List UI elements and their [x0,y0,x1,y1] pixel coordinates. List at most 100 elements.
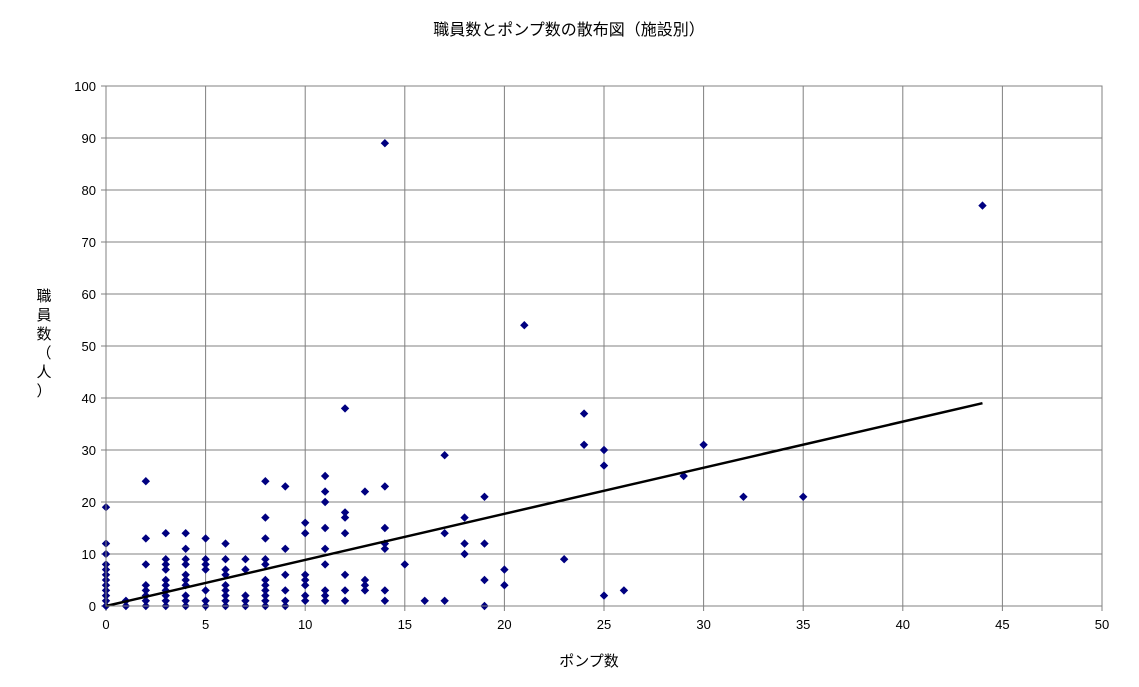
data-point [978,201,987,210]
data-point [261,560,270,569]
data-point [320,586,330,595]
data-point [400,560,409,569]
data-point [520,321,529,330]
y-tick-label: 10 [82,547,96,562]
x-axis-ticks: 0 5 10 15 20 25 30 35 40 45 50 [102,606,1109,632]
data-point [340,596,350,605]
data-point [141,534,151,543]
data-point [380,596,390,605]
data-point [181,544,190,553]
data-point [261,591,270,600]
data-point [320,497,330,507]
data-point [380,139,390,148]
data-point [340,513,350,522]
data-point [460,539,469,548]
data-point [340,508,350,517]
y-axis-label-char: 職 [36,287,51,305]
x-tick-label: 40 [896,617,910,632]
data-point [261,513,270,522]
data-point [320,596,330,605]
data-point [261,596,270,605]
data-points [101,139,987,611]
x-axis-label: ポンプ数 [559,652,619,670]
data-point [161,596,170,605]
data-point [181,555,190,564]
data-point [261,575,270,585]
data-point [241,555,250,564]
x-tick-label: 0 [102,617,109,632]
x-tick-label: 20 [497,617,511,632]
data-point [201,586,210,595]
data-point [241,591,250,600]
data-point [281,586,290,595]
data-point [420,596,429,605]
data-point [221,570,230,579]
data-point [301,596,310,605]
y-tick-label: 0 [89,599,96,614]
data-point [599,461,609,470]
data-point [500,565,509,574]
data-point [221,555,230,564]
data-point [201,534,210,543]
data-point [699,440,708,449]
data-point [281,482,290,491]
y-axis-label-char: 数 [36,325,51,343]
data-point [181,581,190,590]
data-point [161,575,170,585]
data-point [181,560,190,569]
y-axis-label-char: ） [36,382,51,400]
data-point [340,404,350,413]
data-point [579,440,589,449]
data-point [261,586,270,595]
data-point [360,586,370,595]
data-point [201,565,210,574]
data-point [500,581,509,590]
y-axis-label-char: 人 [36,363,51,381]
data-point [201,555,210,564]
data-point [141,581,151,590]
x-tick-label: 10 [298,617,312,632]
data-point [221,565,230,574]
data-point [161,529,170,538]
data-point [360,575,370,585]
data-point [440,529,449,538]
data-point [480,539,489,548]
y-axis-label-char: 員 [36,306,51,324]
data-point [281,596,290,605]
y-tick-label: 30 [82,443,96,458]
data-point [440,451,449,460]
y-tick-label: 40 [82,391,96,406]
data-point [480,492,489,501]
x-tick-label: 45 [995,617,1009,632]
data-point [181,596,190,605]
data-point [221,586,230,595]
data-point [161,581,170,590]
data-point [181,575,190,585]
data-point [181,570,190,579]
data-point [579,409,589,418]
data-point [340,586,350,595]
plot-border [105,85,1103,607]
data-point [181,591,190,600]
data-point [301,570,310,579]
data-point [460,549,469,559]
data-point [380,482,390,491]
data-point [161,565,170,574]
data-point [320,591,330,600]
data-point [261,555,270,564]
data-point [261,581,270,590]
y-tick-label: 70 [82,235,96,250]
y-tick-label: 80 [82,183,96,198]
data-point [460,513,469,522]
x-tick-label: 50 [1095,617,1109,632]
data-point [340,570,350,579]
data-point [320,471,330,481]
data-point [340,529,350,538]
y-tick-label: 50 [82,339,96,354]
data-point [281,570,290,579]
data-point [201,596,210,605]
chart-title: 職員数とポンプ数の散布図（施設別） [433,20,705,39]
data-point [141,596,151,605]
data-point [161,560,170,569]
